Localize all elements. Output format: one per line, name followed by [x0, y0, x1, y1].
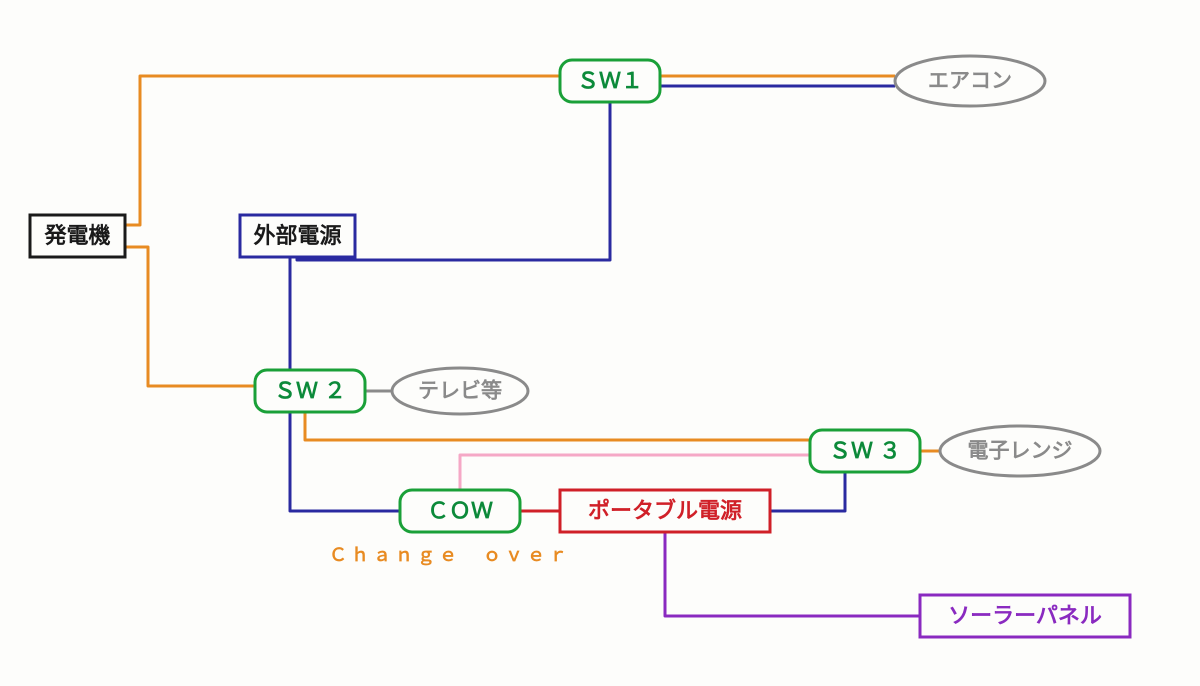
node-sw3: ＳＷ ３ [810, 430, 920, 472]
node-tv: テレビ等 [392, 368, 528, 414]
node-generator: 発電機 [30, 215, 125, 257]
node-sw2: ＳＷ ２ [255, 370, 365, 412]
node-label-ext_power: 外部電源 [253, 223, 341, 248]
caption-change-over: Ｃｈａｎｇｅ ｏｖｅｒ [329, 545, 571, 566]
node-label-portable: ポータブル電源 [588, 498, 742, 523]
node-label-tv: テレビ等 [418, 379, 502, 403]
wiring-diagram: 発電機 外部電源 ＳＷ１ ＳＷ ２ ＳＷ ３ ＣＯＷ エアコンテレビ等電子レンジポータブル電… [0, 0, 1200, 686]
node-label-cow: ＣＯＷ [427, 498, 493, 523]
node-label-sw3: ＳＷ ３ [829, 438, 901, 463]
node-sw1: ＳＷ１ [560, 60, 660, 102]
node-cow: ＣＯＷ [400, 490, 520, 532]
node-aircon: エアコン [895, 56, 1045, 106]
node-solar: ソーラーパネル [920, 595, 1130, 637]
node-label-generator: 発電機 [43, 223, 110, 248]
node-label-sw1: ＳＷ１ [577, 68, 643, 93]
node-ext_power: 外部電源 [240, 215, 355, 257]
node-portable: ポータブル電源 [560, 490, 770, 532]
node-label-solar: ソーラーパネル [948, 603, 1102, 628]
node-label-aircon: エアコン [928, 70, 1012, 93]
node-microwave: 電子レンジ [940, 426, 1100, 476]
node-label-sw2: ＳＷ ２ [274, 378, 346, 403]
node-label-microwave: 電子レンジ [968, 440, 1073, 463]
